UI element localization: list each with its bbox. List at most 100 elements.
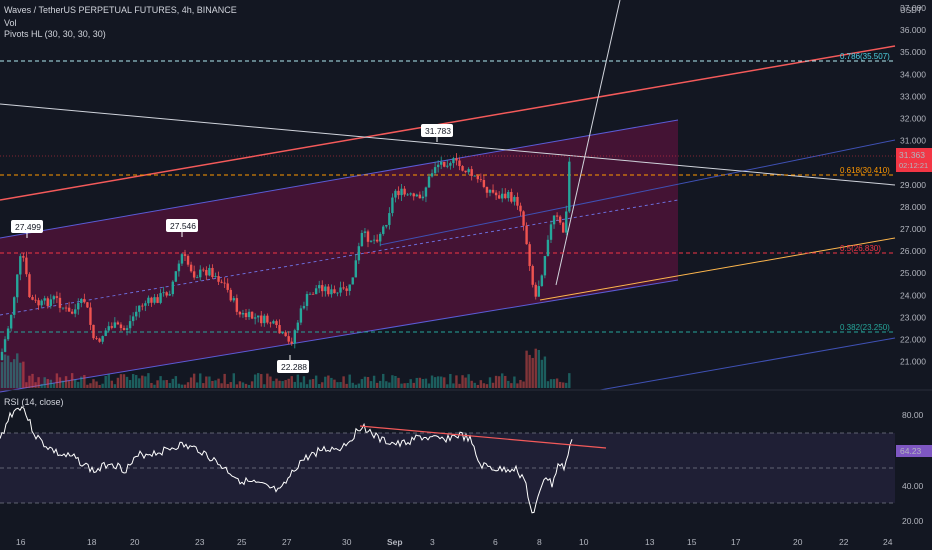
price-pane[interactable]: 0.786(35.507) 0.618(30.410) 0.5(26.830) …: [0, 0, 896, 393]
candle-body[interactable]: [275, 321, 278, 326]
candle-body[interactable]: [180, 254, 184, 264]
candle-body[interactable]: [543, 255, 547, 276]
candle-body[interactable]: [516, 196, 519, 206]
candle-body[interactable]: [501, 193, 504, 199]
candle-body[interactable]: [360, 232, 364, 247]
candle-body[interactable]: [290, 341, 293, 344]
candle-body[interactable]: [226, 283, 229, 290]
volume-legend[interactable]: Vol: [4, 18, 17, 28]
candle-body[interactable]: [232, 298, 235, 301]
candle-body[interactable]: [208, 267, 211, 276]
candle-body[interactable]: [199, 269, 202, 278]
parallel-channel[interactable]: [0, 120, 678, 392]
candle-body[interactable]: [107, 326, 110, 331]
rsi-line[interactable]: [0, 406, 573, 514]
candle-body[interactable]: [366, 231, 370, 242]
candle-body[interactable]: [436, 164, 440, 168]
candle-body[interactable]: [153, 297, 156, 303]
price-axis[interactable]: 37.000 36.000 35.000 34.000 33.000 32.000 31.0…: [900, 3, 926, 367]
candle-body[interactable]: [22, 256, 25, 258]
candle-body[interactable]: [40, 300, 43, 306]
candle-body[interactable]: [104, 330, 107, 337]
candle-body[interactable]: [531, 266, 534, 285]
candle-body[interactable]: [83, 298, 86, 303]
candle-body[interactable]: [446, 165, 449, 167]
candle-body[interactable]: [494, 192, 498, 196]
candle-body[interactable]: [565, 211, 568, 233]
candle-body[interactable]: [534, 284, 537, 297]
candle-body[interactable]: [214, 276, 217, 278]
candle-body[interactable]: [67, 307, 71, 312]
candle-body[interactable]: [247, 311, 251, 318]
candle-body[interactable]: [205, 269, 208, 276]
candle-body[interactable]: [363, 231, 367, 233]
candle-body[interactable]: [241, 313, 245, 315]
pivot-high-label[interactable]: 27.546: [166, 219, 198, 237]
pivots-legend[interactable]: Pivots HL (30, 30, 30, 30): [4, 29, 106, 39]
candle-body[interactable]: [357, 246, 361, 261]
candle-body[interactable]: [34, 299, 37, 301]
candlesticks[interactable]: [0, 153, 571, 361]
trend-line-blue-upper[interactable]: [379, 139, 896, 246]
candle-body[interactable]: [540, 275, 544, 287]
candle-body[interactable]: [61, 307, 65, 309]
candle-body[interactable]: [418, 194, 422, 199]
candle-body[interactable]: [0, 351, 4, 360]
candle-body[interactable]: [491, 189, 495, 193]
candle-body[interactable]: [537, 286, 540, 297]
candle-body[interactable]: [55, 296, 59, 298]
candle-body[interactable]: [196, 277, 199, 279]
candle-body[interactable]: [522, 211, 525, 226]
candle-body[interactable]: [19, 256, 22, 275]
candle-body[interactable]: [479, 179, 483, 181]
candle-body[interactable]: [131, 316, 135, 322]
candle-body[interactable]: [400, 188, 403, 196]
candle-body[interactable]: [333, 289, 336, 294]
candle-body[interactable]: [372, 239, 376, 241]
candle-body[interactable]: [528, 244, 531, 267]
candle-body[interactable]: [403, 188, 406, 195]
rsi-legend[interactable]: RSI (14, close): [4, 397, 64, 407]
time-axis[interactable]: 16 18 20 23 25 27 30 Sep 3 6 8 10 13 15 17 20 22 24: [16, 537, 893, 547]
candle-body[interactable]: [253, 317, 257, 319]
candle-body[interactable]: [308, 293, 312, 295]
candle-body[interactable]: [406, 194, 409, 196]
candle-body[interactable]: [507, 192, 510, 199]
candle-body[interactable]: [80, 298, 83, 304]
candle-body[interactable]: [311, 293, 315, 295]
candle-body[interactable]: [220, 281, 223, 283]
candle-body[interactable]: [549, 224, 553, 240]
candle-body[interactable]: [95, 338, 98, 339]
candle-body[interactable]: [433, 167, 437, 174]
candle-body[interactable]: [150, 297, 153, 303]
candle-body[interactable]: [144, 303, 147, 306]
pivot-high-label[interactable]: 27.499: [11, 220, 43, 238]
candle-body[interactable]: [89, 307, 92, 325]
candle-body[interactable]: [25, 257, 28, 275]
candle-body[interactable]: [412, 193, 415, 197]
rsi-divergence-line[interactable]: [359, 425, 607, 449]
candle-body[interactable]: [250, 311, 254, 319]
candle-body[interactable]: [141, 305, 144, 307]
trend-line-blue-lower[interactable]: [599, 337, 896, 391]
candle-body[interactable]: [110, 326, 113, 328]
candle-body[interactable]: [31, 297, 34, 300]
candle-body[interactable]: [314, 288, 318, 295]
candle-body[interactable]: [217, 276, 220, 282]
candle-body[interactable]: [449, 163, 452, 166]
candle-body[interactable]: [9, 314, 13, 329]
steep-line-white[interactable]: [555, 0, 621, 286]
candle-body[interactable]: [64, 307, 68, 309]
candle-body[interactable]: [562, 222, 565, 233]
candle-body[interactable]: [159, 293, 162, 303]
candle-body[interactable]: [293, 330, 296, 344]
pivot-high-label[interactable]: 31.783: [421, 124, 453, 142]
candle-body[interactable]: [299, 308, 303, 323]
candle-body[interactable]: [382, 226, 385, 234]
candle-body[interactable]: [28, 274, 31, 298]
candle-body[interactable]: [394, 190, 397, 198]
candle-body[interactable]: [321, 285, 324, 292]
candle-body[interactable]: [229, 289, 232, 301]
pivot-low-label[interactable]: 22.288: [277, 355, 309, 373]
